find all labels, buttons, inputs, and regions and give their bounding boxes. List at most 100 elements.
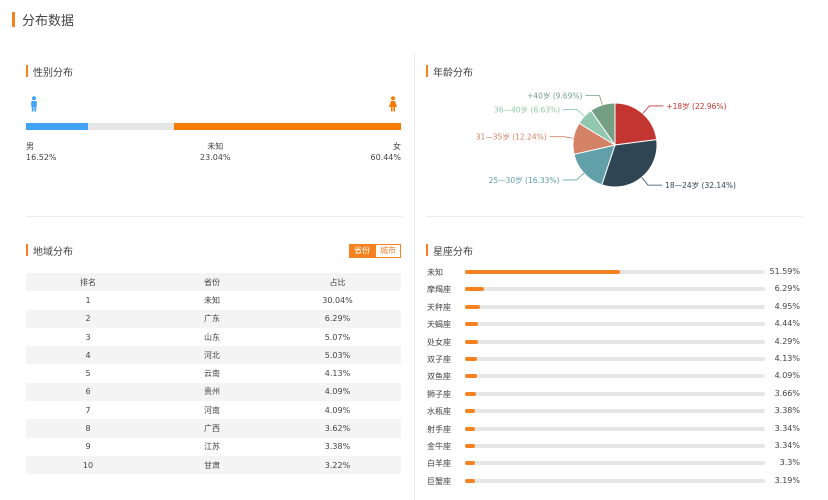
zodiac-name: 白羊座 xyxy=(427,459,451,469)
table-cell: 山东 xyxy=(204,332,220,342)
zodiac-name: 水瓶座 xyxy=(427,407,451,417)
pie-slice-label: 31—35岁 (12.24%) xyxy=(476,132,547,142)
pie-slice-label: 25—30岁 (16.33%) xyxy=(489,175,560,185)
zodiac-name: 处女座 xyxy=(427,337,451,347)
table-header-cell: 排名 xyxy=(80,277,96,287)
zodiac-value: 3.19% xyxy=(774,475,800,485)
tab-province[interactable]: 省份 xyxy=(349,244,375,258)
zodiac-bar-track xyxy=(465,374,765,379)
zodiac-bar-fill xyxy=(465,339,478,344)
zodiac-name: 未知 xyxy=(427,268,443,277)
table-cell: 云南 xyxy=(204,369,220,379)
zodiac-bar-track xyxy=(465,426,765,431)
gender-section-title: 性别分布 xyxy=(26,64,73,79)
table-cell: 3.38% xyxy=(324,442,351,452)
zodiac-bar-fill xyxy=(465,409,476,414)
section-accent-bar xyxy=(26,244,28,256)
table-cell: 3.62% xyxy=(324,424,351,434)
page-title-text: 分布数据 xyxy=(22,13,75,29)
list-item: 未知 51.59% xyxy=(427,264,802,281)
gender-bar xyxy=(26,123,401,130)
pie-slice[interactable] xyxy=(590,102,616,147)
table-row: 3 山东 5.07% xyxy=(26,328,401,346)
table-header-cell: 占比 xyxy=(329,277,346,287)
table-cell: 2 xyxy=(85,314,91,324)
title-accent-bar xyxy=(12,11,15,27)
table-cell: 8 xyxy=(85,424,91,434)
zodiac-value: 3.34% xyxy=(774,423,800,433)
pie-label-line xyxy=(549,136,574,139)
age-section-title: 年龄分布 xyxy=(426,64,473,79)
list-item: 金牛座 3.34% xyxy=(427,438,802,455)
pie-label-line xyxy=(562,172,585,181)
zodiac-name: 天蝎座 xyxy=(427,320,451,330)
table-cell: 河北 xyxy=(204,350,220,360)
gender-label-unknown: 未知 23.04% xyxy=(200,141,231,163)
zodiac-title-text: 星座分布 xyxy=(433,246,473,258)
zodiac-bar-track xyxy=(465,339,765,344)
table-cell: 3.22% xyxy=(324,460,351,470)
zodiac-value: 4.13% xyxy=(774,353,800,363)
table-row: 2 广东 6.29% xyxy=(26,309,401,328)
zodiac-value: 6.29% xyxy=(774,284,800,294)
pie-label-line xyxy=(641,177,663,186)
table-cell: 9 xyxy=(85,442,91,452)
zodiac-name: 巨蟹座 xyxy=(427,476,451,486)
table-cell: 5.03% xyxy=(324,350,351,360)
table-header-row: 排名 省份 占比 xyxy=(26,273,401,292)
zodiac-bar-fill xyxy=(465,287,484,292)
table-cell: 1 xyxy=(85,295,91,305)
table-cell: 甘肃 xyxy=(204,460,220,470)
female-label: 女 xyxy=(393,142,401,151)
gender-bar-segment xyxy=(174,123,401,130)
horizontal-divider-left xyxy=(26,216,402,217)
table-row: 7 河南 4.09% xyxy=(26,401,401,419)
zodiac-bar-fill xyxy=(465,356,478,361)
table-cell: 30.04% xyxy=(322,295,353,305)
table-cell: 5.07% xyxy=(324,332,351,342)
pie-slice-label: +18岁 (22.96%) xyxy=(666,101,726,111)
zodiac-bar-track xyxy=(465,270,765,274)
list-item: 射手座 3.34% xyxy=(427,421,802,438)
zodiac-bar-fill xyxy=(465,270,620,274)
table-cell: 10 xyxy=(82,460,94,470)
gender-bar-segment xyxy=(26,123,88,130)
table-cell: 江苏 xyxy=(204,442,220,452)
zodiac-name: 金牛座 xyxy=(427,441,451,451)
section-accent-bar xyxy=(426,65,428,77)
zodiac-bar-fill xyxy=(465,391,476,396)
tab-city[interactable]: 城市 xyxy=(375,244,401,258)
pie-slice[interactable] xyxy=(601,139,658,188)
zodiac-value: 4.29% xyxy=(774,336,800,346)
table-row: 5 云南 4.13% xyxy=(26,364,401,382)
table-cell: 6 xyxy=(85,387,91,397)
unknown-value: 23.04% xyxy=(200,153,231,162)
male-label: 男 xyxy=(26,142,34,151)
pie-slice[interactable] xyxy=(614,102,658,146)
zodiac-name: 摩羯座 xyxy=(427,285,451,295)
zodiac-bar-fill xyxy=(465,304,480,309)
list-item: 白羊座 3.3% xyxy=(427,455,802,472)
list-item: 双子座 4.13% xyxy=(427,351,802,368)
list-item: 摩羯座 6.29% xyxy=(427,281,802,298)
vertical-divider xyxy=(414,52,415,500)
female-person-icon xyxy=(389,96,397,112)
pie-slice-label: 36—40岁 (6.63%) xyxy=(494,104,560,114)
zodiac-bar-track xyxy=(465,461,765,466)
table-cell: 6.29% xyxy=(324,314,351,324)
table-cell: 贵州 xyxy=(204,387,220,397)
zodiac-value: 4.95% xyxy=(774,301,800,311)
table-cell: 4.09% xyxy=(324,405,351,415)
gender-title-text: 性别分布 xyxy=(33,67,73,79)
table-row: 4 河北 5.03% xyxy=(26,346,401,365)
table-cell: 4.13% xyxy=(324,369,351,379)
table-cell: 4 xyxy=(85,350,91,360)
pie-slice-label: 18—24岁 (32.14%) xyxy=(665,180,736,190)
section-accent-bar xyxy=(426,244,428,256)
female-value: 60.44% xyxy=(370,153,401,162)
age-title-text: 年龄分布 xyxy=(433,67,473,79)
region-section-title: 地域分布 xyxy=(26,243,73,258)
zodiac-bar-track xyxy=(465,391,765,396)
zodiac-bar-track xyxy=(465,443,765,448)
region-title-text: 地域分布 xyxy=(33,246,73,258)
